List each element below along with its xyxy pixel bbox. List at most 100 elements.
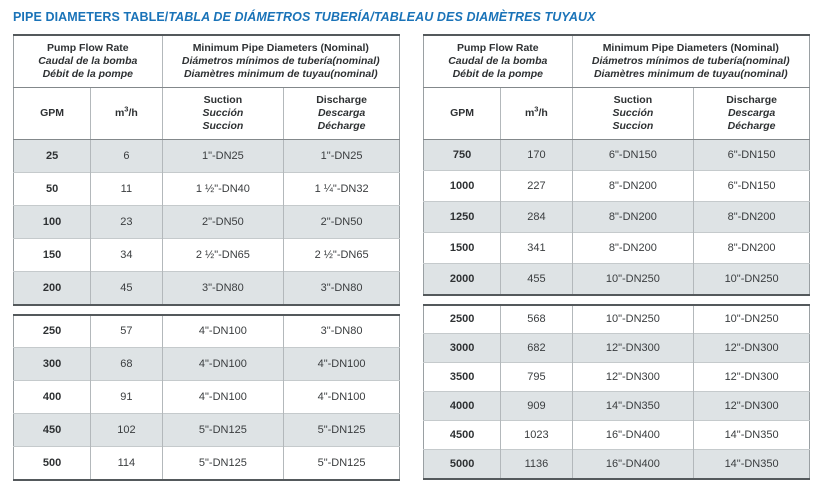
table-gap [13, 306, 400, 314]
discharge-cell: 6"-DN150 [693, 170, 810, 202]
gpm-cell: 150 [13, 238, 91, 272]
m3h-cell: 568 [500, 304, 573, 334]
m3h-cell: 91 [90, 380, 163, 414]
m3h-cell: 1023 [500, 420, 573, 450]
suction-cell: 10"-DN250 [571, 304, 694, 334]
suction-cell: 16"-DN400 [571, 420, 694, 450]
gpm-cell: 400 [13, 380, 91, 414]
suction-cell: 1 ½"-DN40 [161, 172, 284, 206]
suction-cell: 16"-DN400 [571, 449, 694, 479]
m3h-cell: 45 [90, 271, 163, 305]
left-table-block: Pump Flow Rate Caudal de la bomba Débit … [13, 34, 400, 481]
left-table-group1: Pump Flow Rate Caudal de la bomba Débit … [13, 34, 400, 306]
min-diameters-header-en: Minimum Pipe Diameters (Nominal) [192, 42, 369, 54]
suction-cell: 2 ½"-DN65 [161, 238, 284, 272]
m3h-cell: 909 [500, 391, 573, 421]
m3h-cell: 114 [90, 446, 163, 480]
suction-cell: 8"-DN200 [571, 232, 694, 264]
gpm-cell: 250 [42, 325, 62, 338]
table-row: 1250 284 8"-DN200 8"-DN200 [423, 201, 810, 233]
discharge-cell: 10"-DN250 [693, 263, 810, 295]
discharge-cell: 5"-DN125 [283, 446, 400, 480]
m3h-cell: 455 [500, 263, 573, 295]
discharge-header-es: Descarga [317, 107, 366, 119]
gpm-cell: 3500 [423, 362, 501, 392]
table-row: 200 45 3"-DN80 3"-DN80 [13, 271, 400, 305]
suction-cell: 14"-DN350 [571, 391, 694, 421]
page: PIPE DIAMETERS TABLE/TABLA DE DIÁMETROS … [13, 10, 810, 481]
gpm-column-header: GPM [423, 87, 501, 140]
left-table-group1-body: 25 6 1"-DN25 1"-DN25 50 11 1 ½"-DN40 1 ¼"-DN32 1… [13, 139, 400, 305]
table-row: 750 170 6"-DN150 6"-DN150 [423, 139, 810, 171]
flow-rate-header: Pump Flow Rate Caudal de la bomba Débit … [13, 35, 163, 88]
suction-column-header: Suction Succión Succion [161, 87, 284, 140]
right-table-group1-body: 750 170 6"-DN150 6"-DN150 1000 227 8"-DN200 6"-… [423, 139, 810, 295]
gpm-cell: 200 [13, 271, 91, 305]
discharge-cell: 1 ¼"-DN32 [283, 172, 400, 206]
m3h-column-header: m3/h [500, 87, 573, 140]
m3h-cell: 170 [500, 139, 573, 171]
min-diameters-header-es: Diámetros mínimos de tubería(nominal) [591, 55, 790, 67]
discharge-cell: 3"-DN80 [283, 271, 400, 305]
table-row: 300 68 4"-DN100 4"-DN100 [13, 347, 400, 381]
flow-rate-header-en: Pump Flow Rate [46, 42, 129, 54]
suction-cell: 12"-DN300 [571, 362, 694, 392]
suction-cell: 4"-DN100 [161, 314, 284, 348]
gpm-column-header: GPM [13, 87, 91, 140]
suction-cell: 12"-DN300 [571, 333, 694, 363]
m3h-cell: 227 [500, 170, 573, 202]
flow-rate-header-fr: Débit de la pompe [452, 68, 544, 80]
table-row: 4500 1023 16"-DN400 14"-DN350 [423, 420, 810, 450]
table-row: 100 23 2"-DN50 2"-DN50 [13, 205, 400, 239]
suction-header-fr: Succion [202, 120, 244, 132]
suction-cell: 3"-DN80 [161, 271, 284, 305]
right-table-header: Pump Flow Rate Caudal de la bomba Débit … [423, 35, 810, 140]
right-table-group2-body: 2500 568 10"-DN250 10"-DN250 3000 682 12"-DN30… [423, 304, 810, 479]
suction-cell: 4"-DN100 [161, 347, 284, 381]
m3h-cell: 284 [500, 201, 573, 233]
m3h-cell: 102 [90, 413, 163, 447]
discharge-cell: 8"-DN200 [693, 232, 810, 264]
table-row: 3500 795 12"-DN300 12"-DN300 [423, 362, 810, 392]
suction-header-en: Suction [613, 94, 653, 106]
m3h-cell: 682 [500, 333, 573, 363]
m3h-unit: /h [128, 107, 138, 119]
discharge-header-fr: Décharge [317, 120, 366, 132]
right-table-block: Pump Flow Rate Caudal de la bomba Débit … [423, 34, 810, 480]
gpm-cell: 100 [13, 205, 91, 239]
table-row: 50 11 1 ½"-DN40 1 ¼"-DN32 [13, 172, 400, 206]
discharge-cell: 14"-DN350 [693, 449, 810, 479]
left-table-group2-body: 250 57 4"-DN100 3"-DN80 300 68 4"-DN100 4"-DN10… [13, 314, 400, 480]
gpm-cell: 450 [13, 413, 91, 447]
table-row: 5000 1136 16"-DN400 14"-DN350 [423, 449, 810, 479]
suction-cell: 5"-DN125 [161, 446, 284, 480]
discharge-column-header: Discharge Descarga Décharge [693, 87, 810, 140]
gpm-cell: 1000 [423, 170, 501, 202]
m3h-base: m [114, 107, 125, 119]
suction-cell: 5"-DN125 [161, 413, 284, 447]
m3h-cell: 34 [90, 238, 163, 272]
suction-header-en: Suction [203, 94, 243, 106]
gpm-cell: 4500 [423, 420, 501, 450]
flow-rate-header: Pump Flow Rate Caudal de la bomba Débit … [423, 35, 573, 88]
discharge-cell: 12"-DN300 [693, 391, 810, 421]
gpm-cell: 500 [13, 446, 91, 480]
discharge-cell: 2 ½"-DN65 [283, 238, 400, 272]
page-title-italic: TABLA DE DIÁMETROS TUBERÍA/TABLEAU DES D… [168, 10, 596, 24]
discharge-header-fr: Décharge [727, 120, 776, 132]
page-title-main: PIPE DIAMETERS TABLE/ [13, 10, 169, 24]
discharge-cell: 14"-DN350 [693, 420, 810, 450]
gpm-cell: 2500 [449, 313, 475, 326]
table-row: 25 6 1"-DN25 1"-DN25 [13, 139, 400, 173]
left-table-header: Pump Flow Rate Caudal de la bomba Débit … [13, 35, 400, 140]
discharge-cell: 2"-DN50 [283, 205, 400, 239]
table-gap [423, 296, 810, 304]
discharge-cell: 12"-DN300 [693, 362, 810, 392]
suction-cell: 6"-DN150 [571, 139, 694, 171]
m3h-cell: 68 [90, 347, 163, 381]
min-diameters-header: Minimum Pipe Diameters (Nominal) Diámetr… [571, 35, 810, 88]
discharge-column-header: Discharge Descarga Décharge [283, 87, 400, 140]
m3h-column-header: m3/h [90, 87, 163, 140]
discharge-cell: 10"-DN250 [693, 304, 810, 334]
table-row: 250 57 4"-DN100 3"-DN80 [14, 314, 400, 348]
